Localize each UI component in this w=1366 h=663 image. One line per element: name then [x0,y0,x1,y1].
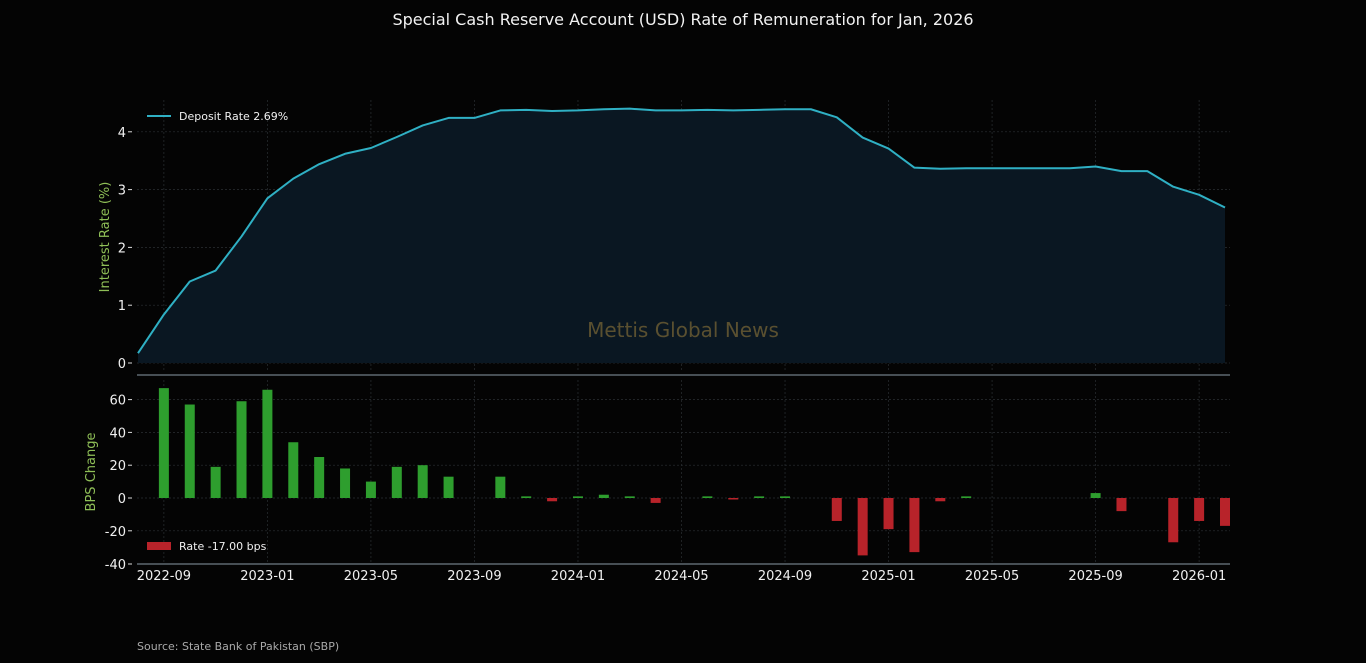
bps-bar-negative [857,498,868,556]
bps-bars [158,388,1230,556]
bps-bar-positive [417,465,428,498]
bps-bar-negative [1116,498,1127,512]
x-tick-label: 2024-01 [551,569,605,584]
chart-title: Special Cash Reserve Account (USD) Rate … [392,10,974,29]
bps-bar-positive [495,476,506,498]
bps-bar-negative [1194,498,1205,521]
bps-legend-swatch [147,542,171,550]
x-tick-label: 2024-09 [758,569,812,584]
bps-legend: Rate -17.00 bps [147,540,267,553]
bps-bar-negative [909,498,920,553]
bps-bar-positive [365,481,376,498]
rate-y-ticks: 0 1 2 3 4 [118,126,132,372]
bps-bar-positive [1090,493,1101,498]
rate-y-tick-label: 1 [118,299,126,314]
x-tick-label: 2024-05 [654,569,708,584]
rate-y-tick-label: 2 [118,241,126,256]
bps-legend-label: Rate -17.00 bps [179,540,267,553]
rate-y-tick-label: 4 [118,126,126,141]
bps-bar-positive [572,496,583,498]
rate-area [138,108,1225,364]
bps-bar-positive [184,404,195,498]
bps-bar-positive [754,496,765,498]
bps-bar-positive [961,496,972,498]
bps-bar-positive [391,466,402,498]
x-tick-label: 2023-01 [240,569,294,584]
bps-y-axis-label: BPS Change [84,433,99,512]
bps-bar-negative [728,498,739,500]
bps-y-tick-label: 20 [109,459,126,474]
source-note: Source: State Bank of Pakistan (SBP) [137,640,340,653]
bps-bar-negative [547,498,558,502]
bps-y-tick-label: 60 [109,394,126,409]
x-tick-label: 2022-09 [137,569,191,584]
bps-bar-negative [650,498,661,503]
watermark: Mettis Global News [587,318,779,342]
bps-y-tick-label: -20 [105,525,126,540]
bps-bar-positive [521,496,532,498]
bps-bar-positive [236,401,247,498]
bps-bar-positive [340,468,351,498]
rate-legend: Deposit Rate 2.69% [147,110,288,123]
rate-y-tick-label: 3 [118,184,126,199]
bps-bar-positive [443,476,454,498]
rate-area-layer [137,107,1226,364]
rate-line [137,107,1226,354]
bps-bar-negative [935,498,946,502]
bps-bar-positive [158,388,169,498]
bps-bar-positive [314,457,325,498]
x-tick-label: 2026-01 [1172,569,1226,584]
x-tick-label: 2025-01 [861,569,915,584]
bps-bar-positive [288,442,299,498]
bps-y-tick-label: 40 [109,426,126,441]
bps-bar-positive [210,466,221,498]
rate-legend-label: Deposit Rate 2.69% [179,110,288,123]
bps-bar-negative [883,498,894,530]
bps-y-tick-label: -40 [105,558,126,573]
x-axis-ticks: 2022-09 2023-01 2023-05 2023-09 2024-01 2024-… [137,569,1227,584]
bps-bar-negative [1220,498,1230,526]
bps-y-ticks: -40 -20 0 20 40 60 [105,394,132,573]
bps-bar-positive [780,496,791,498]
bps-bar-positive [702,496,713,498]
bps-grid [137,380,1230,564]
x-tick-label: 2023-09 [447,569,501,584]
bps-bar-positive [598,494,609,498]
x-tick-label: 2025-09 [1068,569,1122,584]
bps-bar-positive [262,389,273,498]
x-tick-label: 2023-05 [344,569,398,584]
bps-bar-negative [831,498,842,521]
bps-y-tick-label: 0 [118,492,126,507]
x-tick-label: 2025-05 [965,569,1019,584]
rate-y-axis-label: Interest Rate (%) [98,182,113,293]
bps-bar-positive [624,496,635,498]
bps-bar-negative [1168,498,1179,543]
rate-y-tick-label: 0 [118,357,126,372]
